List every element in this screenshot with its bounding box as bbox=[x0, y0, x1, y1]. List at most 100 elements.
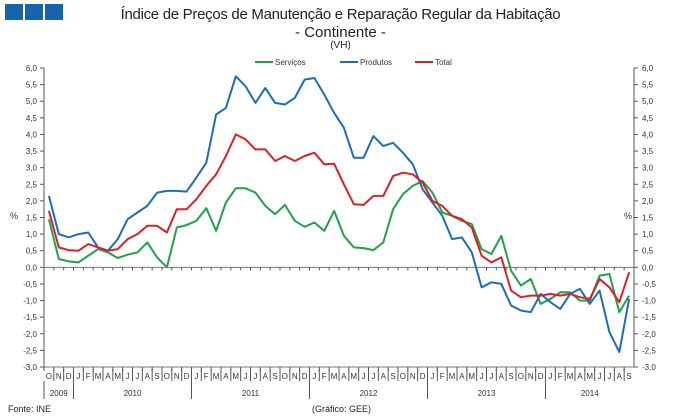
credit-note: (Gráfico: GEE) bbox=[312, 404, 372, 414]
y-tick-label-right: 1,5 bbox=[642, 214, 654, 223]
month-label: A bbox=[105, 372, 111, 381]
month-label: J bbox=[548, 372, 552, 381]
y-tick-label-left: 3,0 bbox=[26, 164, 38, 173]
y-tick-label-left: 4,0 bbox=[26, 130, 38, 139]
month-label: O bbox=[282, 372, 288, 381]
series-line-total bbox=[47, 133, 631, 304]
month-label: N bbox=[410, 372, 416, 381]
month-label: O bbox=[46, 372, 52, 381]
y-tick-label-left: 6,0 bbox=[26, 64, 38, 73]
y-tick-label-left: -0,5 bbox=[23, 280, 37, 289]
y-tick-label-left: -1,0 bbox=[23, 297, 37, 306]
y-axis-label-right: % bbox=[624, 211, 632, 221]
month-label: A bbox=[617, 372, 623, 381]
month-label: A bbox=[459, 372, 465, 381]
month-label: J bbox=[135, 372, 139, 381]
y-tick-label-right: 0,5 bbox=[642, 247, 654, 256]
y-tick-label-left: 0,0 bbox=[26, 263, 38, 272]
month-label: N bbox=[292, 372, 298, 381]
series-line-servicos bbox=[47, 180, 630, 314]
month-label: O bbox=[400, 372, 406, 381]
month-label: D bbox=[66, 372, 72, 381]
y-tick-label-right: 3,0 bbox=[642, 164, 654, 173]
chart-title: Índice de Preços de Manutenção e Reparaç… bbox=[120, 6, 561, 23]
year-label: 2013 bbox=[478, 389, 496, 398]
legend-label: Serviços bbox=[275, 58, 306, 67]
year-label: 2009 bbox=[50, 389, 68, 398]
month-label: F bbox=[558, 372, 563, 381]
month-label: J bbox=[430, 372, 434, 381]
y-tick-label-left: -2,0 bbox=[23, 330, 37, 339]
y-tick-label-left: 2,0 bbox=[26, 197, 38, 206]
year-label: 2014 bbox=[581, 389, 599, 398]
month-label: D bbox=[302, 372, 308, 381]
legend-label: Total bbox=[435, 58, 452, 67]
y-tick-label-right: 1,0 bbox=[642, 230, 654, 239]
month-label: J bbox=[371, 372, 375, 381]
month-label: O bbox=[164, 372, 170, 381]
month-label: J bbox=[362, 372, 366, 381]
y-tick-label-left: 1,5 bbox=[26, 214, 38, 223]
month-label: N bbox=[174, 372, 180, 381]
y-tick-label-right: 5,5 bbox=[642, 81, 654, 90]
y-tick-label-left: -1,5 bbox=[23, 313, 37, 322]
month-label: A bbox=[263, 372, 269, 381]
month-label: F bbox=[322, 372, 327, 381]
y-axis-label-left: % bbox=[10, 211, 18, 221]
y-tick-label-right: 5,0 bbox=[642, 97, 654, 106]
month-label: S bbox=[154, 372, 159, 381]
unit-note: (VH) bbox=[330, 40, 351, 51]
month-label: J bbox=[76, 372, 80, 381]
y-tick-label-left: 3,5 bbox=[26, 147, 38, 156]
y-tick-label-right: -2,0 bbox=[642, 330, 656, 339]
y-tick-label-left: 1,0 bbox=[26, 230, 38, 239]
month-label: F bbox=[86, 372, 91, 381]
year-label: 2011 bbox=[242, 389, 260, 398]
month-label: M bbox=[468, 372, 475, 381]
month-label: D bbox=[538, 372, 544, 381]
month-label: J bbox=[607, 372, 611, 381]
month-label: M bbox=[586, 372, 593, 381]
y-tick-label-right: -2,5 bbox=[642, 346, 656, 355]
month-label: S bbox=[508, 372, 513, 381]
y-tick-label-left: 5,0 bbox=[26, 97, 38, 106]
y-tick-label-left: 0,5 bbox=[26, 247, 38, 256]
month-label: O bbox=[518, 372, 524, 381]
series-line-produtos bbox=[47, 75, 631, 354]
month-label: J bbox=[598, 372, 602, 381]
y-tick-label-left: -3,0 bbox=[23, 363, 37, 372]
source-note: Fonte: INE bbox=[8, 404, 52, 414]
y-tick-label-right: -1,0 bbox=[642, 297, 656, 306]
month-label: M bbox=[350, 372, 357, 381]
y-tick-label-right: 2,0 bbox=[642, 197, 654, 206]
month-label: J bbox=[126, 372, 130, 381]
y-tick-label-left: 2,5 bbox=[26, 180, 38, 189]
month-label: M bbox=[449, 372, 456, 381]
month-label: D bbox=[184, 372, 190, 381]
month-label: N bbox=[56, 372, 62, 381]
month-label: A bbox=[499, 372, 505, 381]
year-label: 2012 bbox=[360, 389, 378, 398]
gee-logo bbox=[5, 4, 63, 20]
y-tick-label-right: -1,5 bbox=[642, 313, 656, 322]
month-label: M bbox=[114, 372, 121, 381]
y-tick-label-right: 4,5 bbox=[642, 114, 654, 123]
month-label: A bbox=[341, 372, 347, 381]
y-tick-label-right: -3,0 bbox=[642, 363, 656, 372]
month-label: J bbox=[480, 372, 484, 381]
month-label: A bbox=[223, 372, 229, 381]
month-label: J bbox=[312, 372, 316, 381]
month-label: M bbox=[232, 372, 239, 381]
month-label: J bbox=[253, 372, 257, 381]
month-label: J bbox=[489, 372, 493, 381]
y-tick-label-right: 2,5 bbox=[642, 180, 654, 189]
month-label: S bbox=[272, 372, 277, 381]
month-label: S bbox=[390, 372, 395, 381]
month-label: M bbox=[95, 372, 102, 381]
month-label: M bbox=[567, 372, 574, 381]
month-label: J bbox=[194, 372, 198, 381]
y-tick-label-right: 4,0 bbox=[642, 130, 654, 139]
y-tick-label-right: -0,5 bbox=[642, 280, 656, 289]
legend-label: Produtos bbox=[360, 58, 392, 67]
